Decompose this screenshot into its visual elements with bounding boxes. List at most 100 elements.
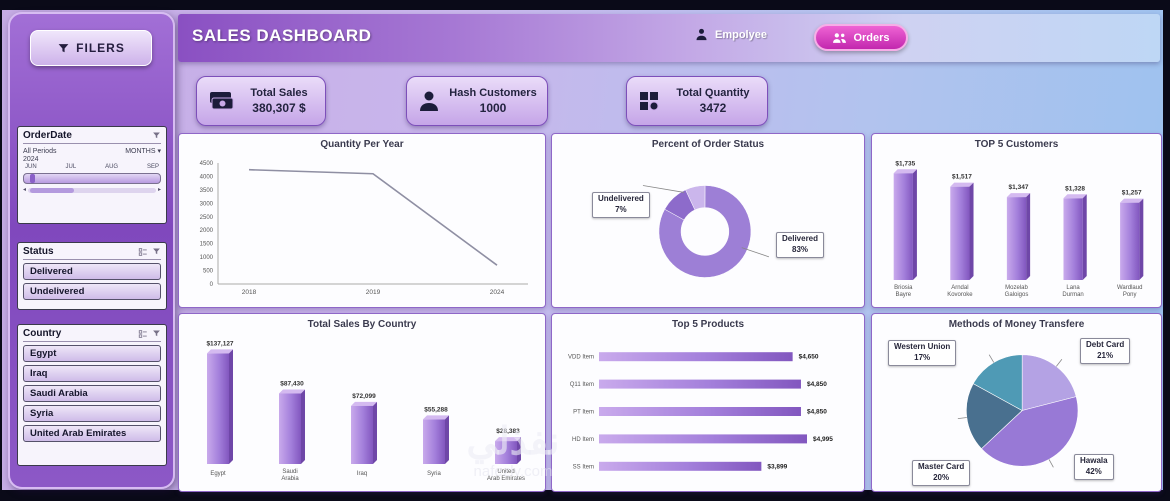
- bar-segment[interactable]: [1006, 197, 1027, 280]
- bar-segment[interactable]: [599, 407, 801, 416]
- bar-segment[interactable]: [351, 405, 373, 464]
- svg-text:3000: 3000: [200, 201, 214, 207]
- bar-segment[interactable]: [279, 393, 301, 464]
- kpi-label: Hash Customers: [449, 87, 537, 99]
- country-option-egypt[interactable]: Egypt: [23, 345, 161, 362]
- svg-text:Arndal: Arndal: [951, 285, 968, 291]
- status-option-delivered[interactable]: Delivered: [23, 263, 161, 280]
- employee-button-label: Empolyee: [715, 28, 767, 41]
- clear-filter-icon[interactable]: [152, 131, 161, 140]
- svg-text:Egypt: Egypt: [210, 471, 226, 477]
- scroll-track[interactable]: [28, 187, 156, 193]
- donut-slice[interactable]: [658, 185, 752, 278]
- svg-text:3500: 3500: [200, 188, 214, 194]
- chevron-down-icon: ▾: [157, 148, 161, 155]
- kpi-value: 380,307 $: [252, 101, 306, 115]
- pie-slice[interactable]: [966, 383, 1023, 450]
- bar-segment[interactable]: [1120, 202, 1140, 280]
- svg-text:0: 0: [210, 282, 214, 288]
- status-option-undelivered[interactable]: Undelivered: [23, 283, 161, 300]
- page-title: SALES DASHBOARD: [192, 26, 372, 45]
- svg-text:$87,430: $87,430: [280, 380, 304, 387]
- quantity-per-year-chart: 4500 4000 3500 3000 2500 2000 1500 1000 500 0 2018…: [182, 153, 542, 304]
- line-series[interactable]: [248, 168, 498, 266]
- kpi-label: Total Sales: [250, 87, 308, 99]
- bar-segment[interactable]: [207, 353, 229, 464]
- kpi-value: 1000: [479, 101, 507, 115]
- orderdate-period-label: All Periods: [23, 147, 57, 155]
- bar-segment[interactable]: [893, 173, 913, 280]
- multi-select-icon[interactable]: [138, 247, 148, 257]
- bar-segment[interactable]: [599, 461, 762, 471]
- timeline-slider[interactable]: [23, 173, 161, 184]
- filters-button[interactable]: FILERS: [30, 30, 152, 66]
- svg-text:2018: 2018: [242, 289, 257, 296]
- line-chart-svg: 4500 4000 3500 3000 2500 2000 1500 1000 500 0 2018…: [200, 161, 528, 296]
- people-icon: [832, 31, 847, 44]
- svg-text:$1,347: $1,347: [1009, 184, 1029, 191]
- orders-button-label: Orders: [853, 31, 890, 44]
- orderdate-granularity-dropdown[interactable]: MONTHS ▾: [125, 148, 161, 155]
- country-option-uae[interactable]: United Arab Emirates: [23, 425, 161, 442]
- debt-card-callout: Debt Card 21%: [1080, 338, 1131, 364]
- employee-button[interactable]: Empolyee: [694, 27, 767, 42]
- master-card-callout: Master Card 20%: [912, 460, 971, 486]
- bar-segment[interactable]: [599, 434, 807, 444]
- delivered-callout: Delivered 83%: [776, 232, 825, 258]
- svg-text:Saudi: Saudi: [282, 469, 297, 475]
- bar-segment[interactable]: [950, 186, 970, 280]
- svg-text:$3,899: $3,899: [767, 463, 787, 470]
- svg-text:4500: 4500: [200, 161, 214, 167]
- country-option-iraq[interactable]: Iraq: [23, 365, 161, 382]
- svg-text:Pony: Pony: [1123, 292, 1137, 298]
- svg-text:2019: 2019: [366, 289, 381, 296]
- bar-segment[interactable]: [599, 352, 793, 362]
- bar-segment[interactable]: [495, 441, 517, 464]
- svg-text:$72,099: $72,099: [352, 393, 376, 400]
- hawala-callout: Hawala 42%: [1074, 454, 1114, 480]
- sales-by-country-bar-chart: $137,127 Egypt $87,430 Saudi Arabia $72,099 Ir…: [182, 333, 542, 488]
- donut-slice[interactable]: [664, 189, 696, 221]
- filters-sidebar: FILERS OrderDate All Periods MONTHS ▾ 20…: [8, 12, 175, 489]
- kpi-value: 3472: [699, 101, 727, 115]
- pie-slice[interactable]: [981, 396, 1079, 467]
- svg-text:$4,850: $4,850: [807, 381, 827, 388]
- top-customers-bar-chart: $1,735 Briosia Bayre $1,517 Arndal Kovoroke $1…: [875, 153, 1158, 304]
- timeline-slider-handle[interactable]: [30, 174, 35, 183]
- country-option-saudi-arabia[interactable]: Saudi Arabia: [23, 385, 161, 402]
- kpi-hash-customers: Hash Customers 1000: [406, 76, 548, 126]
- banknotes-icon: [207, 89, 235, 113]
- status-slicer-title: Status: [23, 246, 54, 257]
- scroll-thumb[interactable]: [30, 187, 74, 193]
- month-label: AUG: [105, 164, 119, 170]
- orderdate-slicer: OrderDate All Periods MONTHS ▾ 2024 JUN …: [17, 126, 167, 224]
- bar-segment[interactable]: [423, 419, 445, 464]
- money-transfer-pie-chart: [875, 333, 1158, 488]
- svg-text:Durman: Durman: [1062, 292, 1083, 298]
- kpi-total-sales: Total Sales 380,307 $: [196, 76, 326, 126]
- chart-title: Percent of Order Status: [651, 139, 765, 150]
- bar-segment[interactable]: [599, 379, 801, 389]
- svg-text:1500: 1500: [200, 242, 214, 248]
- svg-text:Arabia: Arabia: [281, 476, 299, 482]
- clear-filter-icon[interactable]: [152, 329, 161, 338]
- country-option-syria[interactable]: Syria: [23, 405, 161, 422]
- orders-button[interactable]: Orders: [814, 24, 908, 51]
- bar-segment[interactable]: [1063, 198, 1083, 280]
- chart-title: Total Sales By Country: [307, 319, 417, 330]
- country-slicer: Country Egypt Iraq Saudi Arabia Syria Un…: [17, 324, 167, 466]
- svg-text:Mozelab: Mozelab: [1005, 285, 1028, 291]
- scroll-right-icon[interactable]: ▸: [157, 187, 161, 193]
- kpi-label: Total Quantity: [676, 87, 750, 99]
- svg-text:500: 500: [203, 269, 214, 275]
- clear-filter-icon[interactable]: [152, 247, 161, 256]
- svg-text:2024: 2024: [490, 289, 505, 296]
- month-label: JUL: [65, 164, 77, 170]
- multi-select-icon[interactable]: [138, 329, 148, 339]
- svg-text:Kovoroke: Kovoroke: [947, 292, 973, 298]
- scroll-left-icon[interactable]: ◂: [23, 187, 27, 193]
- svg-text:$4,850: $4,850: [807, 409, 827, 416]
